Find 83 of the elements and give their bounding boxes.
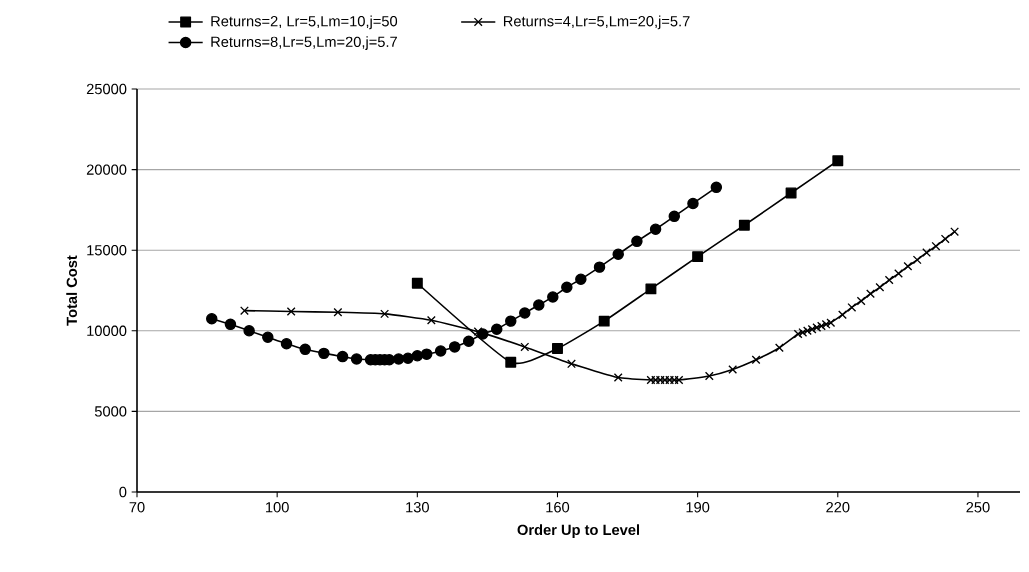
point	[884, 275, 894, 285]
y-tick-label: 15000	[87, 245, 127, 256]
x-tick-label: 160	[546, 502, 570, 513]
point	[336, 350, 349, 363]
point	[856, 296, 866, 306]
point	[243, 325, 255, 337]
point	[785, 187, 797, 199]
point	[476, 328, 489, 340]
point	[561, 281, 573, 294]
point	[380, 309, 390, 319]
point	[392, 353, 405, 365]
x-tick-label: 220	[826, 502, 850, 513]
point	[575, 273, 587, 285]
point	[832, 155, 844, 167]
point	[505, 356, 517, 368]
point	[286, 307, 296, 316]
point	[505, 315, 517, 327]
x-axis-title: Order Up to Level	[517, 524, 639, 538]
point	[473, 327, 483, 337]
point	[866, 289, 875, 299]
x-tick-label: 130	[406, 502, 429, 513]
y-tick-label: 25000	[86, 83, 127, 95]
legend-label: Returns=2, Lr=5,Lm=10,j=50	[211, 15, 398, 30]
point	[552, 343, 563, 354]
point	[668, 210, 681, 223]
point	[533, 299, 545, 311]
point	[847, 302, 857, 312]
point	[240, 306, 249, 316]
point	[931, 241, 941, 251]
point	[704, 371, 714, 381]
y-tick-label: 5000	[94, 406, 127, 417]
point	[262, 331, 274, 343]
point	[520, 342, 530, 352]
point	[598, 315, 610, 327]
point	[687, 197, 699, 210]
point	[420, 348, 433, 360]
point	[462, 335, 475, 348]
point	[448, 341, 461, 353]
point	[224, 318, 237, 331]
x-tick-label: 250	[966, 502, 990, 513]
point	[751, 355, 761, 365]
point	[613, 373, 623, 382]
legend-label: Returns=4,Lr=5,Lm=20,j=5.7	[503, 15, 690, 30]
point	[411, 277, 423, 289]
point	[631, 235, 643, 248]
y-tick-label: 0	[119, 486, 127, 498]
point	[206, 312, 218, 325]
point	[710, 181, 723, 194]
point	[912, 255, 922, 265]
x-tick-label: 100	[266, 502, 289, 513]
point	[838, 310, 847, 320]
y-axis-title: Total Cost	[66, 255, 78, 326]
point	[318, 347, 330, 360]
point	[299, 343, 311, 356]
point	[903, 261, 913, 271]
point	[875, 282, 885, 292]
point	[774, 343, 784, 353]
point	[738, 219, 750, 231]
point	[940, 234, 950, 244]
y-tick-label: 10000	[87, 325, 127, 336]
point	[519, 307, 531, 319]
point	[491, 323, 503, 335]
x-tick-label: 190	[686, 502, 710, 513]
point	[402, 352, 414, 364]
point	[612, 248, 624, 260]
x-tick-label: 70	[129, 502, 145, 513]
point	[280, 337, 293, 350]
y-tick-label: 20000	[86, 164, 127, 175]
point	[894, 269, 903, 279]
point	[922, 248, 932, 258]
point	[434, 345, 447, 357]
point	[547, 291, 559, 303]
point	[645, 283, 657, 295]
point	[333, 307, 343, 317]
point	[350, 353, 363, 365]
point	[692, 251, 704, 263]
point	[950, 227, 960, 237]
point	[426, 315, 436, 325]
point	[728, 365, 738, 374]
point	[649, 223, 662, 235]
legend-label: Returns=8,Lr=5,Lm=20,j=5.7	[211, 36, 397, 50]
point	[567, 359, 576, 369]
point	[593, 261, 606, 273]
